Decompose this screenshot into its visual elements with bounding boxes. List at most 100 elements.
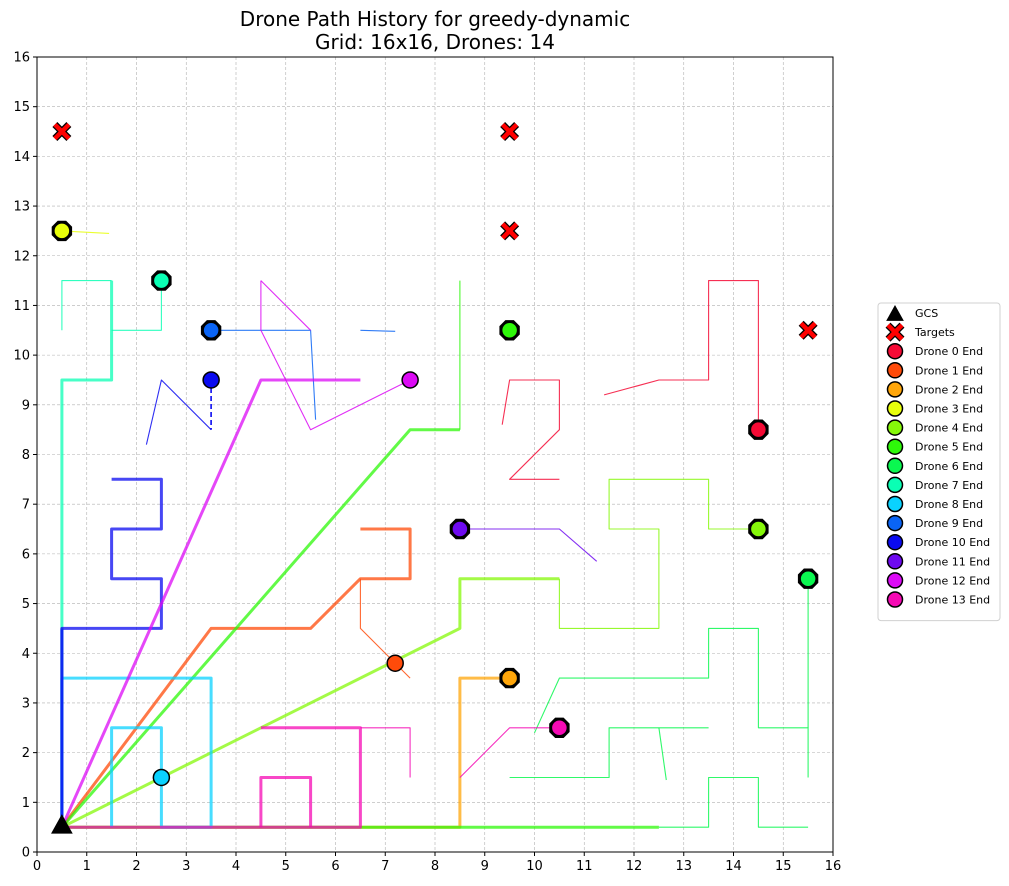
legend-drone-1-symbol xyxy=(886,362,904,379)
drone-6-path-thin xyxy=(658,727,667,781)
legend: GCS Targets Drone 0 End Drone 1 End Drone 2 … xyxy=(877,302,1001,622)
drone-0-path-thin xyxy=(603,280,759,430)
legend-drone-2-symbol xyxy=(886,381,904,398)
y-tick-label: 13 xyxy=(13,200,30,215)
legend-drone-8-symbol xyxy=(886,495,904,513)
drone-6-path-thin xyxy=(658,776,809,828)
drone-13-end-marker xyxy=(550,719,569,737)
legend-drone-13-label: Drone 13 End xyxy=(915,594,990,607)
drone-6-path-thin xyxy=(533,627,809,778)
y-tick-label: 10 xyxy=(13,349,30,364)
x-tick-label: 0 xyxy=(33,859,41,874)
legend-drone-1-label: Drone 1 End xyxy=(915,364,983,377)
chart-title: Drone Path History for greedy-dynamic xyxy=(240,7,630,31)
drone-7-end-marker xyxy=(152,271,171,290)
x-tick-label: 10 xyxy=(526,859,543,874)
x-tick-label: 7 xyxy=(381,859,389,874)
y-tick-label: 3 xyxy=(22,696,30,711)
drone-13-path-bold xyxy=(61,726,362,829)
legend-drone-7-label: Drone 7 End xyxy=(915,479,983,492)
y-tick-label: 7 xyxy=(22,498,30,513)
legend-drone-11-label: Drone 11 End xyxy=(915,555,990,568)
drone-0-end-marker xyxy=(749,420,768,439)
y-tick-label: 8 xyxy=(22,448,30,463)
legend-drone-10-symbol xyxy=(886,533,904,551)
x-tick-label: 15 xyxy=(775,859,792,874)
drone-13-path-thin xyxy=(459,727,560,778)
x-tick-label: 6 xyxy=(331,859,339,874)
drone-11-path-thin xyxy=(459,528,598,562)
markers xyxy=(51,122,819,834)
x-tick-label: 4 xyxy=(232,859,240,874)
drone-5-path-bold xyxy=(60,428,460,829)
legend-drone-6-label: Drone 6 End xyxy=(915,460,983,473)
x-tick-label: 16 xyxy=(825,859,842,874)
drone-8-end-marker xyxy=(152,768,171,787)
drone-2-end-marker xyxy=(500,669,519,687)
drone-10-path-bold xyxy=(60,477,163,828)
legend-drone-4-label: Drone 4 End xyxy=(915,422,983,435)
y-tick-label: 11 xyxy=(13,299,30,314)
y-tick-label: 6 xyxy=(22,547,30,562)
legend-drone-3-label: Drone 3 End xyxy=(915,403,983,416)
x-tick-label: 5 xyxy=(282,859,290,874)
drone-9-end-marker xyxy=(202,321,220,340)
y-tick-label: 0 xyxy=(22,846,30,861)
x-tick-label: 14 xyxy=(725,859,742,874)
legend-drone-11-symbol xyxy=(886,553,904,570)
legend-drone-8-label: Drone 8 End xyxy=(915,498,983,511)
target-marker xyxy=(799,321,817,339)
legend-drone-7-symbol xyxy=(886,476,904,494)
x-tick-label: 9 xyxy=(481,859,489,874)
drone-3-end-marker xyxy=(53,222,71,240)
legend-drone-0-symbol xyxy=(886,342,904,360)
drone-12-path-thin xyxy=(260,280,311,331)
y-tick-label: 1 xyxy=(22,796,30,811)
drone-6-end-marker xyxy=(799,569,817,588)
drone-11-end-marker xyxy=(451,520,469,538)
legend-drone-13-symbol xyxy=(886,591,904,608)
x-tick-label: 12 xyxy=(626,859,643,874)
y-tick-label: 2 xyxy=(22,746,30,761)
legend-box xyxy=(877,302,1001,622)
drone-12-path-bold xyxy=(60,378,361,828)
drone-10-end-marker xyxy=(202,371,220,389)
drone-7-path-thin xyxy=(111,280,162,331)
drone-5-end-marker xyxy=(500,321,519,340)
target-marker xyxy=(501,222,519,240)
legend-drone-3-symbol xyxy=(886,400,904,417)
gcs-marker xyxy=(51,814,73,834)
drone-0-path-thin xyxy=(501,379,560,480)
grid-lines xyxy=(36,56,834,853)
x-tick-label: 8 xyxy=(431,859,439,874)
y-tick-label: 16 xyxy=(13,51,30,66)
drone-10-path-thin xyxy=(145,379,212,445)
legend-drone-9-symbol xyxy=(886,514,904,532)
legend-gcs-label: GCS xyxy=(915,307,938,320)
x-tick-label: 1 xyxy=(83,859,91,874)
legend-drone-4-symbol xyxy=(886,419,904,436)
chart-subtitle: Grid: 16x16, Drones: 14 xyxy=(315,30,555,54)
legend-drone-5-label: Drone 5 End xyxy=(915,441,983,454)
x-tick-label: 3 xyxy=(182,859,190,874)
drone-4-path-thin xyxy=(558,478,759,629)
legend-drone-5-symbol xyxy=(886,438,904,455)
drone-6-path-thin xyxy=(509,727,709,779)
legend-gcs-symbol xyxy=(886,304,904,321)
axis-ticks: 0011223344556677889910101111121213131414… xyxy=(13,51,841,875)
target-marker xyxy=(501,122,519,141)
drone-1-end-marker xyxy=(386,654,404,672)
legend-drone-12-symbol xyxy=(886,572,904,589)
x-tick-label: 2 xyxy=(132,859,140,874)
drone-7-path-bold xyxy=(60,280,114,828)
legend-drone-2-label: Drone 2 End xyxy=(915,383,983,396)
drone-4-end-marker xyxy=(749,520,768,538)
drone-12-end-marker xyxy=(401,371,419,389)
x-tick-label: 11 xyxy=(576,859,593,874)
legend-drone-0-label: Drone 0 End xyxy=(915,345,983,358)
y-tick-label: 14 xyxy=(13,150,30,165)
drone-1-path-bold xyxy=(60,527,412,829)
drone-9-path-thin xyxy=(211,329,317,420)
y-tick-label: 9 xyxy=(22,398,30,413)
target-marker xyxy=(53,122,71,141)
